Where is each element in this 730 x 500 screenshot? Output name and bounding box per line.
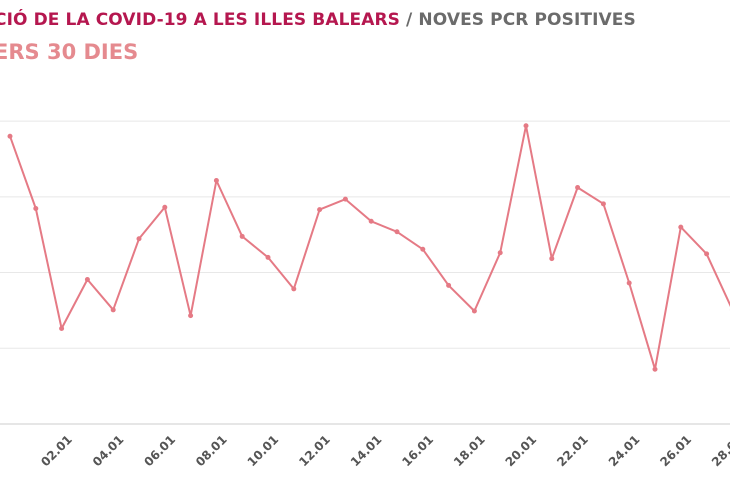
data-point <box>471 308 477 314</box>
x-tick-label: 18.01 <box>451 432 488 469</box>
data-point <box>213 178 219 184</box>
x-tick-label: 02.01 <box>38 432 75 469</box>
x-tick-label: 22.01 <box>554 432 591 469</box>
data-point <box>7 133 13 139</box>
data-point <box>342 196 348 202</box>
data-points <box>7 123 730 372</box>
chart-title: CIÓ DE LA COVID-19 A LES ILLES BALEARS /… <box>0 10 636 30</box>
data-point <box>317 207 323 213</box>
title-sub: NOVES PCR POSITIVES <box>418 10 636 30</box>
x-tick-label: 24.01 <box>606 432 643 469</box>
data-point <box>626 280 632 286</box>
x-tick-label: 14.01 <box>348 432 385 469</box>
data-point <box>394 229 400 235</box>
data-point <box>265 254 271 260</box>
grid-lines <box>0 120 730 349</box>
data-point <box>652 366 658 372</box>
x-tick-label: 04.01 <box>90 432 127 469</box>
data-point <box>33 205 39 211</box>
data-point <box>291 286 297 292</box>
title-main: CIÓ DE LA COVID-19 A LES ILLES BALEARS <box>0 10 401 30</box>
data-point <box>136 236 142 242</box>
x-tick-label: 06.01 <box>141 432 178 469</box>
x-tick-label: 10.01 <box>245 432 282 469</box>
series-line <box>9 124 730 371</box>
chart-header: CIÓ DE LA COVID-19 A LES ILLES BALEARS /… <box>0 0 730 70</box>
data-point <box>575 185 581 191</box>
data-point <box>59 325 65 331</box>
x-tick-label: 08.01 <box>193 432 230 469</box>
data-point <box>162 204 168 210</box>
data-point <box>523 123 529 129</box>
x-tick-label: 26.01 <box>657 432 694 469</box>
data-point <box>420 246 426 252</box>
title-separator: / <box>400 10 419 30</box>
x-tick-label: 28.01 <box>709 432 730 469</box>
data-point <box>239 233 245 239</box>
data-point <box>110 307 116 313</box>
data-point <box>704 251 710 257</box>
data-point <box>368 218 374 224</box>
data-point <box>497 250 503 256</box>
x-tick-label: 16.01 <box>399 432 436 469</box>
data-point <box>600 201 606 207</box>
data-point <box>678 224 684 230</box>
data-point <box>549 256 555 262</box>
x-tick-label: 20.01 <box>503 432 540 469</box>
data-point <box>84 277 90 283</box>
data-point <box>188 313 194 319</box>
x-tick-labels: 02.01 04.01 06.01 08.01 10.01 12.01 14.01 16.01… <box>38 432 730 469</box>
x-tick-label: 12.01 <box>296 432 333 469</box>
chart-subtitle: ERS 30 DIES <box>0 40 139 64</box>
data-point <box>446 282 452 288</box>
